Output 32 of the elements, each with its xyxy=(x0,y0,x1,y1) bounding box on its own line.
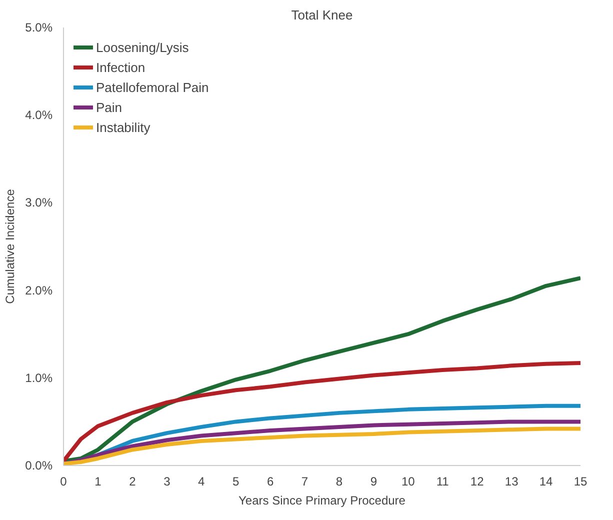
x-tick-label: 11 xyxy=(436,474,450,488)
y-tick-label: 2.0% xyxy=(25,283,53,298)
y-tick-label: 5.0% xyxy=(25,20,53,34)
x-tick-label: 9 xyxy=(370,474,378,488)
y-tick-label: 3.0% xyxy=(25,196,53,210)
y-tick-label: 4.0% xyxy=(25,108,53,122)
x-tick-label: 15 xyxy=(574,474,588,488)
legend-label: Patellofemoral Pain xyxy=(96,80,209,94)
x-tick-label: 14 xyxy=(539,474,554,488)
legend-label: Infection xyxy=(96,60,146,74)
x-tick-label: 8 xyxy=(336,474,343,488)
x-tick-label: 3 xyxy=(164,474,171,488)
x-tick-label: 5 xyxy=(232,474,240,488)
y-tick-label: 0.0% xyxy=(25,458,53,472)
y-axis-title: Cumulative Incidence xyxy=(3,188,18,304)
legend-label: Pain xyxy=(96,100,122,114)
x-tick-label: 1 xyxy=(94,474,102,488)
x-tick-label: 10 xyxy=(401,474,416,488)
x-axis-title: Years Since Primary Procedure xyxy=(238,494,406,508)
x-tick-label: 6 xyxy=(266,474,274,488)
x-tick-label: 12 xyxy=(470,474,484,488)
x-tick-label: 2 xyxy=(129,474,136,488)
line-series xyxy=(64,361,580,464)
legend-label: Loosening/Lysis xyxy=(96,40,189,54)
x-tick-label: 0 xyxy=(60,474,68,488)
x-tick-label: 4 xyxy=(198,474,206,488)
line-series xyxy=(64,276,580,464)
chart-title: Total Knee xyxy=(291,8,353,22)
y-tick-label: 1.0% xyxy=(25,370,53,385)
x-tick-label: 7 xyxy=(301,474,308,488)
legend-label: Instability xyxy=(96,120,150,134)
x-tick-label: 13 xyxy=(504,474,519,488)
